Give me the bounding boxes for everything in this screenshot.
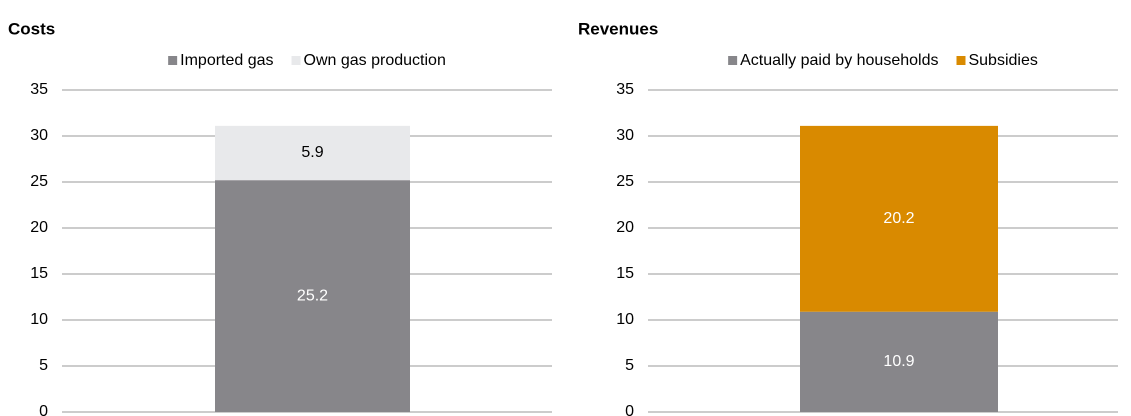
y-tick-label: 0 [39,403,48,416]
y-tick-label: 0 [625,403,634,416]
y-tick-label: 15 [616,265,634,282]
legend-marker [956,56,966,65]
data-label: 5.9 [301,144,323,161]
bar-segment [215,180,410,412]
bar-segment [800,311,998,412]
y-tick-label: 20 [616,219,634,236]
bar-segment [800,125,998,312]
y-tick-label: 15 [30,265,48,282]
data-label: 25.2 [297,287,328,304]
y-tick-label: 25 [616,173,634,190]
legend-label: Actually paid by households [740,52,938,69]
y-tick-label: 25 [30,173,48,190]
y-tick-label: 35 [616,81,634,98]
chart-title: Revenues [578,19,658,38]
y-tick-label: 5 [39,357,48,374]
legend-marker [168,56,178,65]
y-tick-label: 10 [30,311,48,328]
legend-marker [728,56,738,65]
chart-title: Costs [8,19,55,38]
legend-label: Imported gas [180,52,273,69]
bar-segment [215,125,410,181]
legend-marker [291,56,301,65]
y-tick-label: 30 [616,127,634,144]
y-tick-label: 35 [30,81,48,98]
data-label: 10.9 [883,353,914,370]
y-tick-label: 10 [616,311,634,328]
data-label: 20.2 [883,210,914,227]
legend-label: Own gas production [304,52,446,69]
y-tick-label: 5 [625,357,634,374]
y-tick-label: 30 [30,127,48,144]
y-tick-label: 20 [30,219,48,236]
legend-label: Subsidies [968,52,1037,69]
